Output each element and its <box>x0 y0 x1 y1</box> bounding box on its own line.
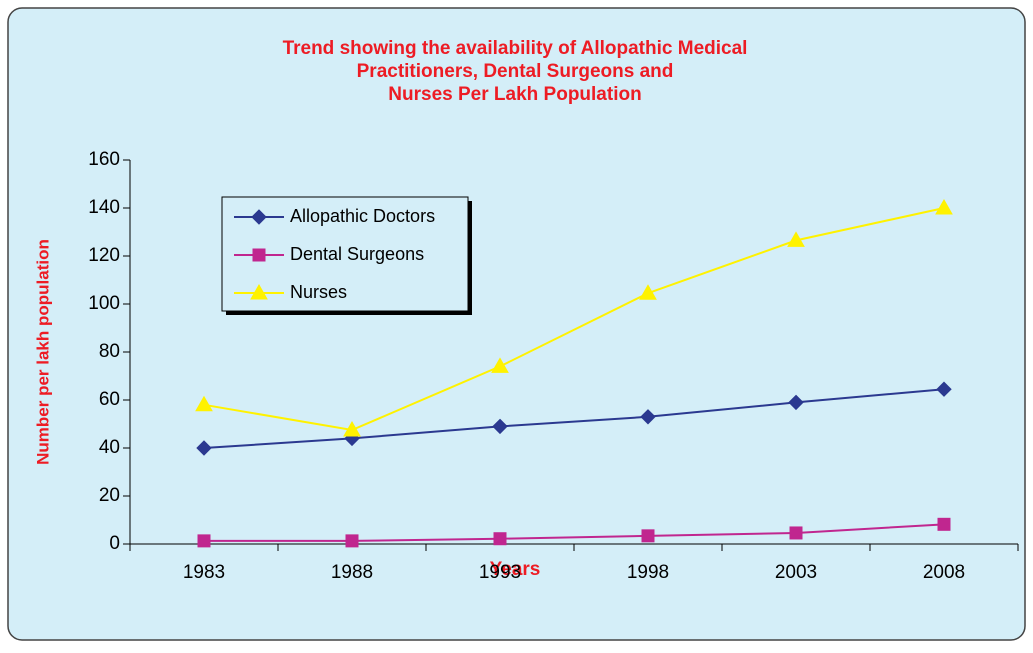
marker <box>788 394 804 411</box>
marker <box>493 532 507 546</box>
marker <box>787 231 805 247</box>
y-axis-label: Number per lakh population <box>33 239 52 465</box>
marker <box>935 198 953 215</box>
x-tick-label: 1998 <box>627 562 669 583</box>
y-tick-label: 80 <box>99 341 120 362</box>
x-tick-label: 2003 <box>775 562 817 583</box>
legend-label: Nurses <box>290 282 347 302</box>
y-tick-label: 20 <box>99 485 120 506</box>
y-tick-label: 100 <box>88 293 120 314</box>
legend-marker <box>250 283 268 300</box>
legend-label: Allopathic Doctors <box>290 206 435 226</box>
y-tick-label: 140 <box>88 197 120 218</box>
y-tick-label: 0 <box>109 533 120 554</box>
y-tick-label: 160 <box>88 149 120 170</box>
x-tick-label: 1988 <box>331 562 373 583</box>
y-tick-label: 40 <box>99 437 120 458</box>
marker <box>491 357 509 373</box>
legend-marker <box>252 248 266 262</box>
series-line <box>204 523 945 542</box>
marker <box>937 517 951 531</box>
x-tick-label: 2008 <box>923 562 965 583</box>
legend-marker <box>251 209 267 225</box>
marker <box>197 534 211 548</box>
marker <box>639 284 657 300</box>
series-line <box>203 388 945 449</box>
marker <box>196 440 212 456</box>
chart-title: Practitioners, Dental Surgeons and <box>357 61 674 82</box>
chart-title: Trend showing the availability of Allopa… <box>283 38 748 59</box>
y-tick-label: 60 <box>99 389 120 410</box>
marker <box>641 529 655 543</box>
chart-frame <box>7 7 1026 641</box>
x-tick-label: 1993 <box>479 562 521 583</box>
y-tick-label: 120 <box>88 245 120 266</box>
marker <box>640 409 656 425</box>
marker <box>492 418 508 435</box>
marker <box>345 534 359 548</box>
series-line <box>203 207 945 432</box>
marker <box>343 420 361 437</box>
legend-label: Dental Surgeons <box>290 244 424 264</box>
x-axis-label: Years <box>490 559 541 580</box>
marker <box>195 395 213 412</box>
marker <box>936 381 952 397</box>
chart-title: Nurses Per Lakh Population <box>388 84 641 105</box>
marker <box>789 526 803 540</box>
x-tick-label: 1983 <box>183 562 225 583</box>
